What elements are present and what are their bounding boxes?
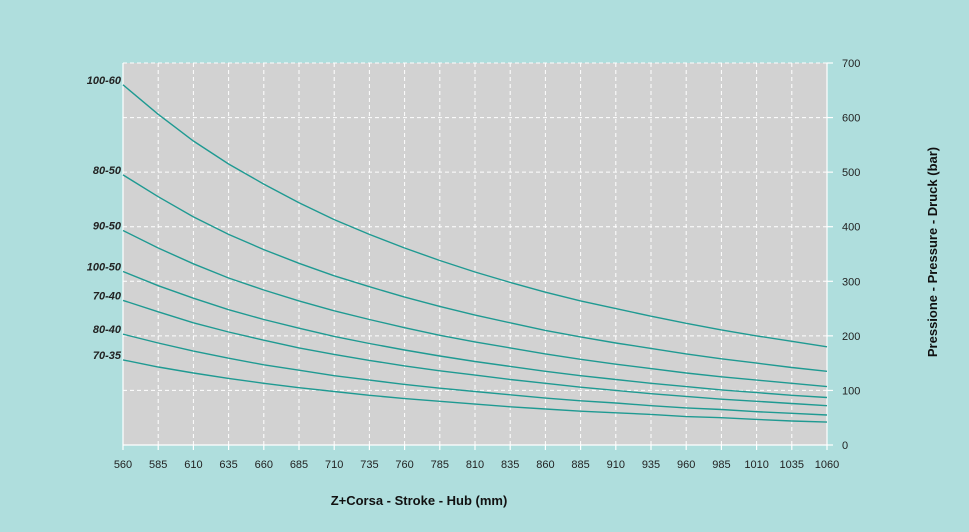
x-tick-label: 885 [571, 459, 589, 471]
x-tick-label: 685 [290, 459, 308, 471]
series-label-100-60: 100-60 [87, 75, 122, 87]
series-labels: 100-60 80-50 90-50 100-50 70-40 80-40 70-35 [87, 75, 122, 362]
x-tick-label: 585 [149, 459, 167, 471]
series-line-70-40 [122, 299, 828, 407]
x-tick-label: 710 [325, 459, 343, 471]
x-tick-label: 785 [431, 459, 449, 471]
x-tick-label: 860 [536, 459, 554, 471]
series-label-100-50: 100-50 [87, 261, 122, 273]
series-label-90-50: 90-50 [93, 221, 122, 233]
series-line-100-50 [122, 270, 828, 399]
x-tick-label: 1060 [815, 459, 839, 471]
y-tick-label: 600 [842, 113, 860, 125]
y-tick-label: 400 [842, 222, 860, 234]
series-lines [122, 84, 828, 423]
series-line-90-50 [122, 229, 828, 388]
y-tick-label: 300 [842, 276, 860, 288]
x-tick-label: 835 [501, 459, 519, 471]
grid-lines [123, 62, 827, 445]
series-label-70-40: 70-40 [93, 290, 122, 302]
x-tick-label: 985 [712, 459, 730, 471]
y-tick-label: 500 [842, 167, 860, 179]
x-tick-label: 960 [677, 459, 695, 471]
x-axis-title: Z+Corsa - Stroke - Hub (mm) [331, 493, 508, 508]
x-tick-label: 910 [607, 459, 625, 471]
series-label-70-35: 70-35 [93, 350, 122, 362]
x-tick-label: 735 [360, 459, 378, 471]
x-tick-labels: 560 585 610 635 660 685 710 735 760 785 810 835 860 8… [114, 459, 839, 471]
series-label-80-50: 80-50 [93, 165, 122, 177]
y-tick-label: 700 [842, 58, 860, 70]
series-line-100-60 [122, 84, 828, 348]
y-tick-label: 100 [842, 385, 860, 397]
series-line-80-50 [122, 174, 828, 372]
x-tick-label: 610 [184, 459, 202, 471]
x-tick-label: 1010 [744, 459, 768, 471]
x-tick-label: 560 [114, 459, 132, 471]
x-tick-label: 935 [642, 459, 660, 471]
y-axis-title: Pressione - Pressure - Druck (bar) [925, 147, 940, 357]
x-tick-label: 660 [255, 459, 273, 471]
y-tick-labels: 0 100 200 300 400 500 600 700 [842, 58, 860, 452]
x-tick-label: 635 [219, 459, 237, 471]
y-tick-label: 0 [842, 440, 848, 452]
y-tick-label: 200 [842, 331, 860, 343]
series-label-80-40: 80-40 [93, 324, 122, 336]
x-tick-label: 1035 [780, 459, 804, 471]
x-tick-label: 810 [466, 459, 484, 471]
x-tick-label: 760 [395, 459, 413, 471]
axes [122, 62, 833, 450]
series-line-80-40 [122, 333, 828, 416]
series-line-70-35 [122, 359, 828, 423]
